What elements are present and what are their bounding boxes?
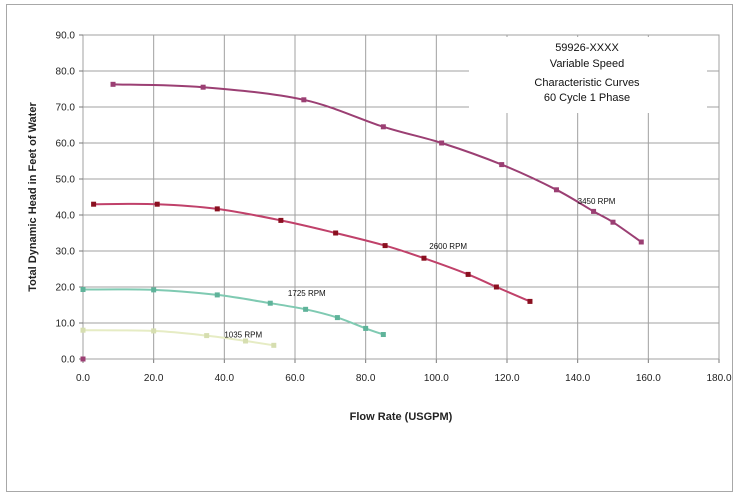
data-point-1035-rpm: [151, 328, 157, 334]
data-point-2600-rpm: [154, 201, 160, 207]
y-tick-label: 40.0: [56, 211, 76, 222]
data-point-3450-rpm: [439, 140, 445, 146]
y-tick-label: 30.0: [56, 247, 76, 258]
series-layer: [80, 81, 644, 362]
data-point-3450-rpm: [301, 97, 307, 103]
data-point-3450-rpm: [638, 239, 644, 245]
x-tick-label: 0.0: [76, 373, 90, 384]
data-point-1725-rpm: [334, 315, 340, 321]
pump-curve-chart: 0.0 20.0 40.0 60.0 80.0 100.0 120.0 140.0 160.0 1…: [27, 31, 732, 424]
series-2600-rpm: [91, 201, 533, 304]
data-point-3450-rpm: [380, 124, 386, 130]
y-tick-label: 20.0: [56, 283, 76, 294]
origin-point: [80, 356, 86, 362]
data-point-2600-rpm: [421, 255, 427, 261]
data-point-1035-rpm: [80, 327, 86, 333]
data-point-1725-rpm: [267, 300, 273, 306]
data-point-1035-rpm: [204, 333, 210, 339]
data-point-1725-rpm: [151, 287, 157, 293]
chart-title-line-4: 60 Cycle 1 Phase: [544, 92, 630, 104]
title-box: [469, 37, 707, 113]
series-1035-rpm: [80, 327, 277, 348]
x-tick-label: 180.0: [706, 373, 731, 384]
data-point-2600-rpm: [214, 206, 220, 212]
data-point-1725-rpm: [303, 306, 309, 312]
data-point-2600-rpm: [493, 284, 499, 290]
data-point-1725-rpm: [363, 325, 369, 331]
y-tick-label: 90.0: [56, 31, 76, 42]
series-label-1725-rpm: 1725 RPM: [288, 289, 326, 298]
series-3450-rpm: [110, 81, 644, 245]
data-point-2600-rpm: [527, 298, 533, 304]
data-point-1725-rpm: [80, 287, 86, 293]
data-point-1725-rpm: [380, 332, 386, 338]
data-point-2600-rpm: [278, 217, 284, 223]
data-point-3450-rpm: [553, 187, 559, 193]
x-axis-title: Flow Rate (USGPM): [350, 411, 453, 423]
y-tick-label: 10.0: [56, 319, 76, 330]
data-point-2600-rpm: [382, 243, 388, 249]
data-point-3450-rpm: [110, 81, 116, 87]
x-tick-label: 80.0: [356, 373, 376, 384]
x-tick-label: 140.0: [565, 373, 590, 384]
tick-labels: 0.0 20.0 40.0 60.0 80.0 100.0 120.0 140.0 160.0 1…: [56, 31, 732, 385]
series-line-2600-rpm: [93, 202, 531, 303]
chart-title-line-3: Characteristic Curves: [534, 77, 640, 89]
series-labels: 3450 RPM 2600 RPM 1725 RPM 1035 RPM: [224, 197, 615, 339]
data-point-3450-rpm: [591, 208, 597, 214]
x-tick-label: 160.0: [636, 373, 661, 384]
y-tick-label: 80.0: [56, 67, 76, 78]
x-tick-label: 120.0: [494, 373, 519, 384]
y-axis-title: Total Dynamic Head in Feet of Water: [27, 102, 39, 292]
series-label-3450-rpm: 3450 RPM: [578, 197, 616, 206]
data-point-2600-rpm: [465, 271, 471, 277]
y-tick-label: 50.0: [56, 175, 76, 186]
data-point-3450-rpm: [499, 162, 505, 168]
data-point-3450-rpm: [610, 219, 616, 225]
x-tick-label: 20.0: [144, 373, 164, 384]
x-tick-label: 100.0: [424, 373, 449, 384]
chart-title-line-1: 59926-XXXX: [555, 42, 619, 54]
data-point-2600-rpm: [333, 230, 339, 236]
data-point-2600-rpm: [91, 201, 97, 207]
y-tick-label: 70.0: [56, 103, 76, 114]
data-point-1035-rpm: [271, 342, 277, 348]
data-point-1725-rpm: [214, 292, 220, 298]
series-label-2600-rpm: 2600 RPM: [429, 242, 467, 251]
series-1725-rpm: [80, 287, 386, 338]
y-tick-label: 0.0: [61, 355, 75, 366]
x-tick-label: 60.0: [285, 373, 305, 384]
series-line-3450-rpm: [113, 83, 642, 243]
series-label-1035-rpm: 1035 RPM: [224, 330, 262, 339]
x-tick-label: 40.0: [215, 373, 235, 384]
y-tick-label: 60.0: [56, 139, 76, 150]
data-point-1035-rpm: [243, 338, 249, 344]
chart-title-line-2: Variable Speed: [550, 58, 624, 70]
grid-lines: [79, 34, 720, 363]
chart-frame: 0.0 20.0 40.0 60.0 80.0 100.0 120.0 140.0 160.0 1…: [6, 4, 733, 492]
data-point-3450-rpm: [200, 84, 206, 90]
